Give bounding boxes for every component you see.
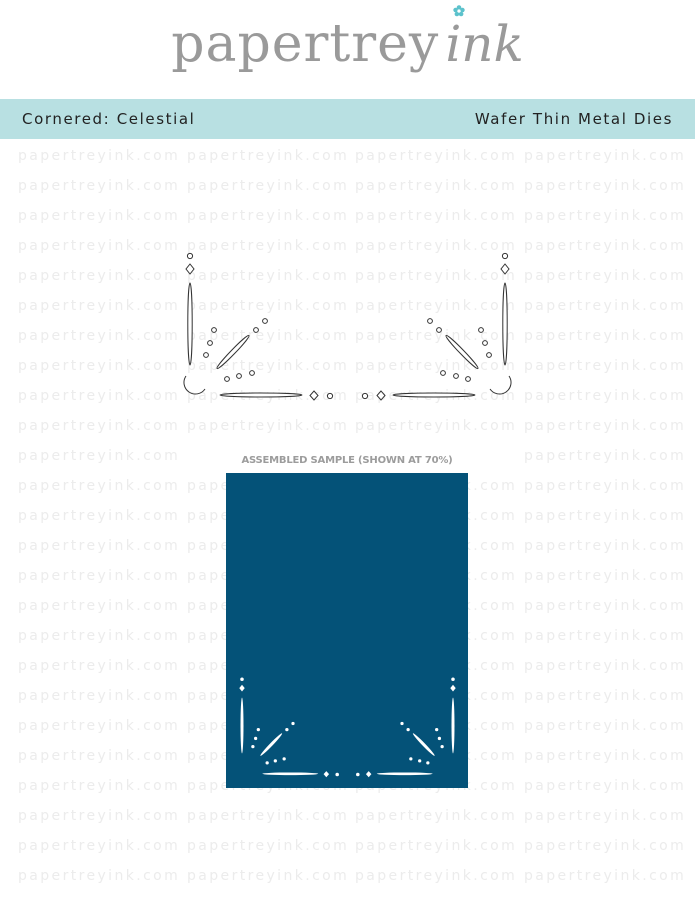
watermark-text: papertreyink.com — [355, 178, 518, 194]
watermark-text: papertreyink.com — [524, 598, 687, 614]
watermark-text: papertreyink.com — [18, 148, 181, 164]
watermark-text: papertreyink.com — [524, 298, 687, 314]
watermark-text: papertreyink.com — [18, 298, 181, 314]
watermark-text: papertreyink.com — [524, 328, 687, 344]
watermark-text: papertreyink.com — [524, 208, 687, 224]
watermark-text: papertreyink.com — [355, 298, 518, 314]
sample-label: ASSEMBLED SAMPLE (SHOWN AT 70%) — [241, 455, 453, 466]
watermark-text: papertreyink.com — [524, 418, 687, 434]
watermark-text: papertreyink.com — [524, 718, 687, 734]
watermark-text: papertreyink.com — [524, 628, 687, 644]
watermark-text: papertreyink.com — [18, 628, 181, 644]
title-band: Cornered: Celestial Wafer Thin Metal Die… — [0, 99, 695, 139]
die-corner-left — [183, 252, 334, 401]
watermark-text: papertreyink.com — [18, 268, 181, 284]
assembled-sample-card — [226, 473, 468, 788]
watermark-text: papertreyink.com — [18, 658, 181, 674]
watermark-text: papertreyink.com — [524, 478, 687, 494]
watermark-text: papertreyink.com — [355, 838, 518, 854]
watermark-text: papertreyink.com — [18, 778, 181, 794]
watermark-text: papertreyink.com — [18, 178, 181, 194]
watermark-text: papertreyink.com — [524, 748, 687, 764]
flower-icon — [453, 5, 466, 17]
watermark-text: papertreyink.com — [18, 748, 181, 764]
watermark-text: papertreyink.com — [524, 808, 687, 824]
watermark-text: papertreyink.com — [524, 358, 687, 374]
watermark-text: papertreyink.com — [524, 568, 687, 584]
watermark-text: papertreyink.com — [524, 508, 687, 524]
watermark-text: papertreyink.com — [18, 388, 181, 404]
watermark-text: papertreyink.com — [187, 238, 350, 254]
watermark-text: papertreyink.com — [524, 688, 687, 704]
watermark-text: papertreyink.com — [187, 148, 350, 164]
watermark-text: papertreyink.com — [524, 148, 687, 164]
watermark-text: papertreyink.com — [18, 418, 181, 434]
watermark-text: papertreyink.com — [355, 328, 518, 344]
watermark-text: papertreyink.com — [355, 418, 518, 434]
watermark-text: papertreyink.com — [18, 868, 181, 884]
watermark-text: papertreyink.com — [187, 208, 350, 224]
watermark-text: papertreyink.com — [355, 208, 518, 224]
watermark-text: papertreyink.com — [355, 358, 518, 374]
watermark-text: papertreyink.com — [524, 388, 687, 404]
watermark-text: papertreyink.com — [18, 358, 181, 374]
watermark-text: papertreyink.com — [524, 868, 687, 884]
watermark-text: papertreyink.com — [355, 238, 518, 254]
watermark-text: papertreyink.com — [524, 778, 687, 794]
watermark-text: papertreyink.com — [18, 838, 181, 854]
product-name: Cornered: Celestial — [22, 110, 196, 128]
papertrey-ink-logo: papertrey ink — [0, 5, 695, 74]
watermark-text: papertreyink.com — [18, 238, 181, 254]
watermark-text: papertreyink.com — [524, 238, 687, 254]
logo-accent: ink — [445, 5, 524, 73]
watermark-text: papertreyink.com — [18, 328, 181, 344]
watermark-text: papertreyink.com — [18, 538, 181, 554]
watermark-text: papertreyink.com — [18, 478, 181, 494]
watermark-text: papertreyink.com — [187, 868, 350, 884]
watermark-text: papertreyink.com — [18, 808, 181, 824]
watermark-text: papertreyink.com — [187, 328, 350, 344]
watermark-text: papertreyink.com — [18, 508, 181, 524]
watermark-text: papertreyink.com — [187, 268, 350, 284]
watermark-text: papertreyink.com — [18, 448, 181, 464]
watermark-text: papertreyink.com — [18, 598, 181, 614]
watermark-text: papertreyink.com — [355, 868, 518, 884]
logo-accent-text: ink — [445, 15, 524, 73]
watermark-text: papertreyink.com — [355, 268, 518, 284]
watermark-text: papertreyink.com — [524, 838, 687, 854]
watermark-text: papertreyink.com — [18, 688, 181, 704]
watermark-text: papertreyink.com — [524, 538, 687, 554]
watermark-text: papertreyink.com — [187, 418, 350, 434]
watermark-text: papertreyink.com — [355, 808, 518, 824]
watermark-text: papertreyink.com — [524, 268, 687, 284]
watermark-text: papertreyink.com — [187, 178, 350, 194]
watermark-text: papertreyink.com — [355, 148, 518, 164]
watermark-text: papertreyink.com — [187, 358, 350, 374]
product-type: Wafer Thin Metal Dies — [474, 110, 673, 128]
watermark-text: papertreyink.com — [187, 838, 350, 854]
watermark-text: papertreyink.com — [18, 568, 181, 584]
watermark-text: papertreyink.com — [18, 208, 181, 224]
watermark-text: papertreyink.com — [187, 298, 350, 314]
watermark-text: papertreyink.com — [524, 178, 687, 194]
die-corner-right — [361, 252, 512, 401]
watermark-text: papertreyink.com — [18, 718, 181, 734]
watermark-text: papertreyink.com — [524, 448, 687, 464]
watermark-text: papertreyink.com — [524, 658, 687, 674]
watermark-text: papertreyink.com — [187, 808, 350, 824]
logo-text: papertrey — [171, 14, 440, 74]
